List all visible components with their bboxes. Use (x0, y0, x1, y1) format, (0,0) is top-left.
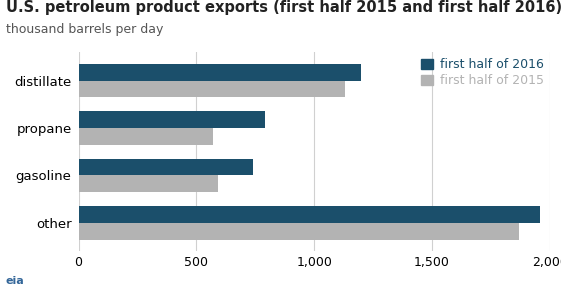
Bar (79, 159, 253, 175)
Bar (79, 223, 519, 240)
Legend: first half of 2016, first half of 2015: first half of 2016, first half of 2015 (421, 58, 544, 87)
Bar (79, 206, 540, 223)
Bar (79, 128, 213, 144)
Bar (79, 175, 218, 192)
Text: thousand barrels per day: thousand barrels per day (6, 23, 163, 36)
Text: eia: eia (6, 276, 24, 286)
Text: U.S. petroleum product exports (first half 2015 and first half 2016): U.S. petroleum product exports (first ha… (6, 0, 561, 15)
Bar (79, 81, 345, 97)
Bar (79, 111, 265, 128)
Bar (79, 64, 361, 81)
